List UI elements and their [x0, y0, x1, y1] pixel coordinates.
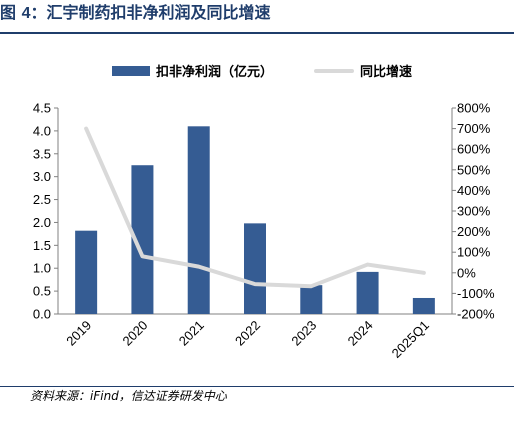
legend-label-growth: 同比增速: [360, 64, 412, 80]
y-right-tick-label: 800%: [457, 101, 491, 116]
bar-2022: [244, 223, 266, 314]
bar-2020: [131, 165, 154, 314]
x-tick-label: 2024: [345, 318, 376, 349]
y-left-tick-label: 3.0: [33, 169, 51, 184]
y-right-tick-label: -200%: [457, 307, 495, 322]
y-left-tick-label: 1.5: [33, 238, 51, 253]
y-left-tick-label: 3.5: [33, 146, 51, 161]
bar-2023: [300, 285, 323, 314]
x-tick-label: 2025Q1: [389, 318, 432, 361]
bar-2025Q1: [412, 297, 435, 314]
source-note: 资料来源：iFind，信达证券研发中心: [30, 389, 227, 403]
y-left-tick-label: 0.5: [33, 284, 51, 299]
y-right-tick-label: 700%: [457, 121, 491, 136]
figure-number: 4: [21, 5, 31, 22]
x-tick-label: 2022: [232, 318, 263, 349]
y-left-tick-label: 2.5: [33, 192, 51, 207]
x-tick-label: 2021: [176, 318, 207, 349]
y-right-tick-label: 500%: [457, 162, 491, 177]
x-axis-labels: 2019 2020 2021 2022 2023 2024 2025Q1: [63, 318, 432, 361]
bar-2024: [356, 271, 379, 314]
figure-title-text: ：汇宇制药扣非净利润及同比增速: [30, 3, 271, 22]
bar-2019: [75, 230, 98, 314]
figure-title: 图 4：汇宇制药扣非净利润及同比增速: [0, 0, 514, 26]
x-tick-label: 2023: [288, 318, 319, 349]
line-series: [84, 126, 426, 289]
legend-swatch-profit: [112, 66, 150, 76]
chart-legend: 扣非净利润（亿元） 同比增速: [112, 64, 412, 80]
profit-chart: 扣非净利润（亿元） 同比增速 0.0 0.5 1.0 1.5 2.0 2.5 3.0 3.5 4.…: [33, 64, 495, 361]
y-right-tick-label: 300%: [457, 204, 491, 219]
y-right-tick-label: 400%: [457, 183, 491, 198]
y-right-tick-label: 600%: [457, 142, 491, 157]
x-tick-label: 2020: [119, 318, 150, 349]
y-right-tick-label: 100%: [457, 245, 491, 260]
y-right-tick-label: -100%: [457, 286, 495, 301]
source-divider: [0, 386, 514, 387]
figure-title-prefix: 图: [0, 3, 22, 22]
legend-label-profit: 扣非净利润（亿元）: [156, 64, 273, 80]
x-tick-label: 2019: [63, 318, 94, 349]
y-left-tick-label: 4.0: [33, 123, 51, 138]
y-left-tick-label: 1.0: [33, 261, 51, 276]
bar-2021: [187, 126, 210, 314]
y-left-tick-label: 0.0: [33, 307, 51, 322]
title-divider: [0, 32, 514, 34]
y-left-tick-label: 4.5: [33, 101, 51, 116]
chart-axes: 0.0 0.5 1.0 1.5 2.0 2.5 3.0 3.5 4.0 4.5 -200% -100%…: [33, 101, 495, 322]
y-left-tick-label: 2.0: [33, 215, 51, 230]
y-right-tick-label: 0%: [457, 265, 476, 280]
y-right-tick-label: 200%: [457, 224, 491, 239]
